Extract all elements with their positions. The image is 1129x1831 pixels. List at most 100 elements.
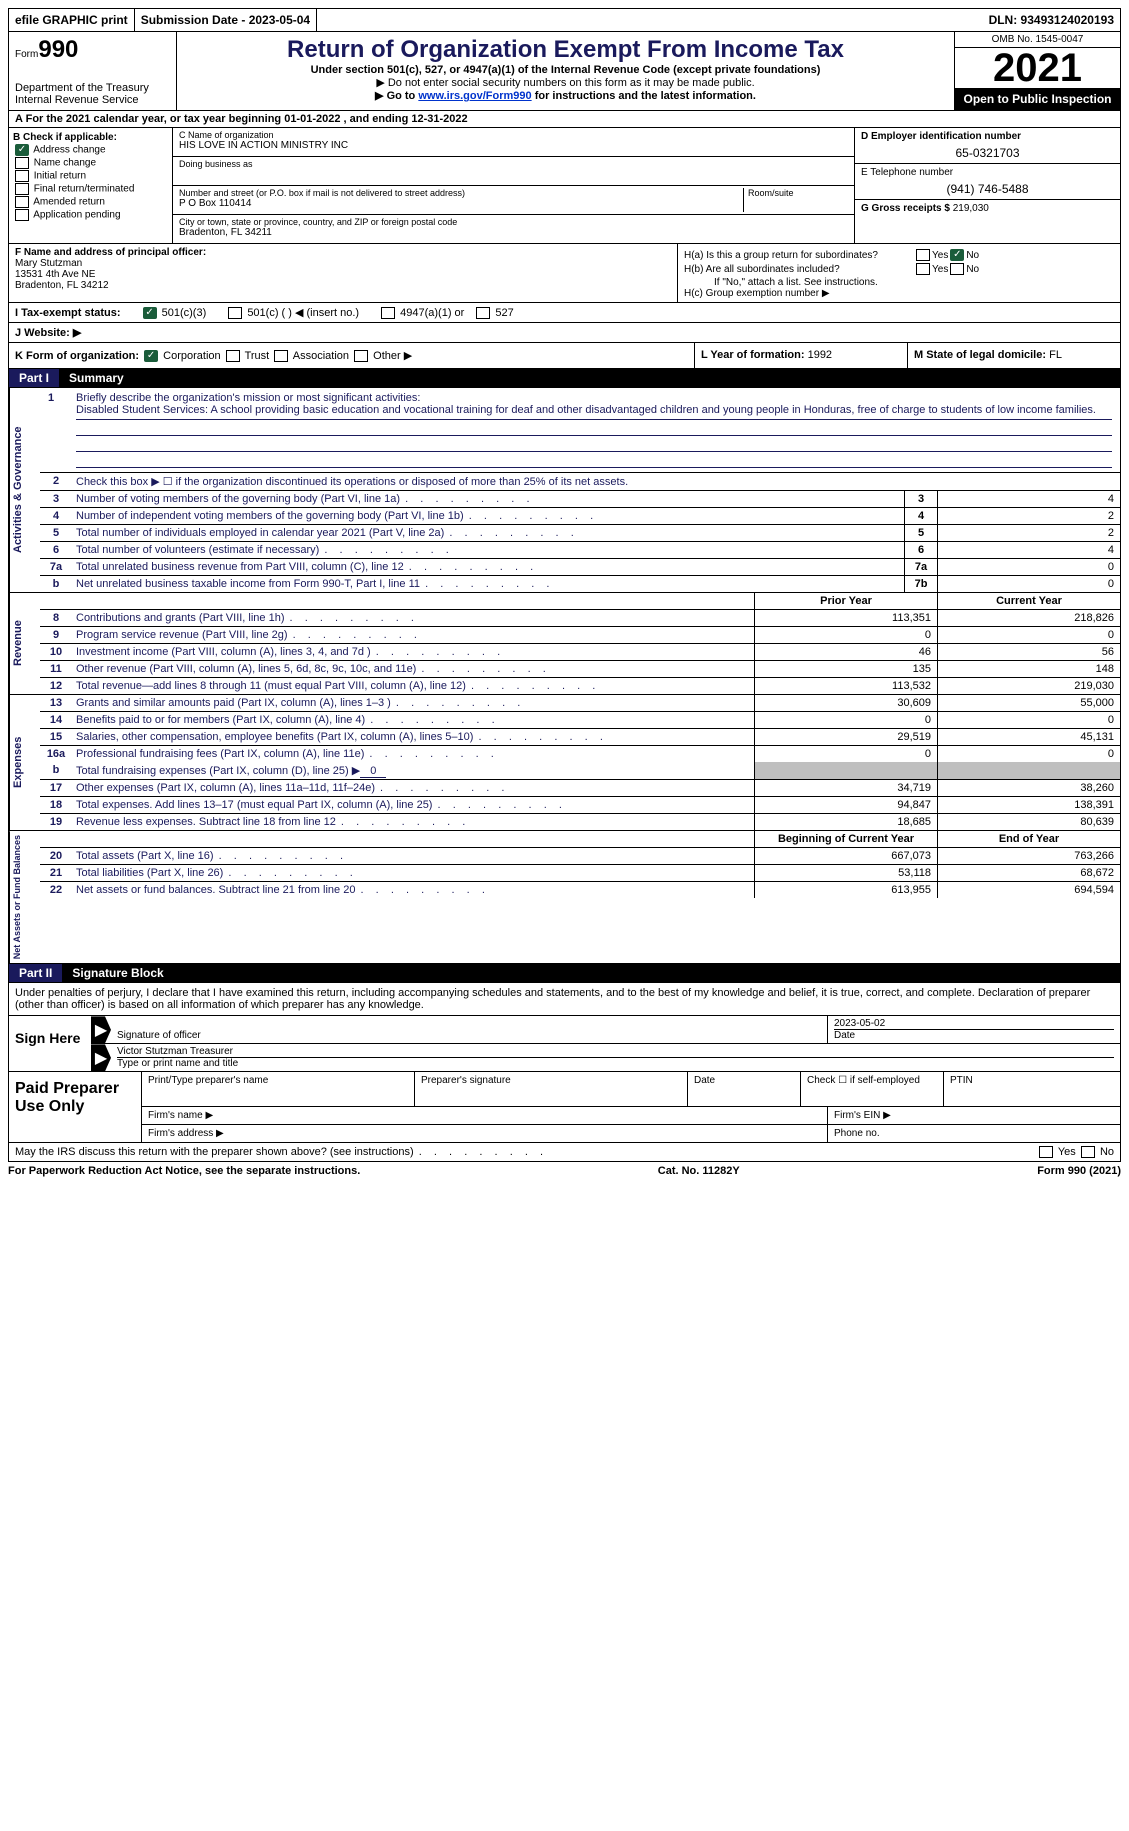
section-b-label: B Check if applicable: xyxy=(13,132,168,143)
line2-num: 2 xyxy=(40,473,72,490)
revenue-section: Revenue Prior Year Current Year 8Contrib… xyxy=(8,593,1121,695)
summary-row: 10Investment income (Part VIII, column (… xyxy=(40,644,1120,661)
irs-label: Internal Revenue Service xyxy=(15,94,170,106)
summary-row: 17Other expenses (Part IX, column (A), l… xyxy=(40,780,1120,797)
summary-row: 16aProfessional fundraising fees (Part I… xyxy=(40,746,1120,762)
section-h: H(a) Is this a group return for subordin… xyxy=(677,244,1120,302)
hb-yes[interactable] xyxy=(916,263,930,275)
firm-phone-label: Phone no. xyxy=(828,1125,1120,1142)
end-year-header: End of Year xyxy=(937,831,1120,847)
summary-row: 18Total expenses. Add lines 13–17 (must … xyxy=(40,797,1120,814)
officer-sig-label: Signature of officer xyxy=(111,1028,827,1043)
prep-name-label: Print/Type preparer's name xyxy=(142,1072,415,1106)
mission-blank3 xyxy=(76,452,1112,468)
cb-amended[interactable]: Amended return xyxy=(13,196,168,208)
cb-initial-return[interactable]: Initial return xyxy=(13,170,168,182)
expenses-section: Expenses 13Grants and similar amounts pa… xyxy=(8,695,1121,831)
gross-row: G Gross receipts $ 219,030 xyxy=(855,200,1120,243)
part1-num: Part I xyxy=(9,369,59,387)
cb-name-change[interactable]: Name change xyxy=(13,157,168,169)
part2-num: Part II xyxy=(9,964,62,982)
cb-assoc[interactable] xyxy=(274,350,288,362)
firm-name-label: Firm's name ▶ xyxy=(142,1107,828,1124)
website-label: J Website: ▶ xyxy=(15,326,81,339)
form-org-label: K Form of organization: xyxy=(15,350,139,362)
sig-name: Victor Stutzman Treasurer xyxy=(117,1046,1114,1058)
discuss-no[interactable] xyxy=(1081,1146,1095,1158)
cb-trust[interactable] xyxy=(226,350,240,362)
ha-no[interactable]: ✓ xyxy=(950,249,964,261)
activities-governance-section: Activities & Governance 1 Briefly descri… xyxy=(8,388,1121,593)
submission-date: Submission Date - 2023-05-04 xyxy=(135,9,317,31)
line-a: A For the 2021 calendar year, or tax yea… xyxy=(8,111,1121,128)
summary-row: 4Number of independent voting members of… xyxy=(40,508,1120,525)
section-l: L Year of formation: 1992 xyxy=(694,343,907,368)
hb-note: If "No," attach a list. See instructions… xyxy=(684,277,1114,288)
ha-label: H(a) Is this a group return for subordin… xyxy=(684,250,914,261)
hb-label: H(b) Are all subordinates included? xyxy=(684,264,914,275)
cb-501c[interactable] xyxy=(228,307,242,319)
form-word: Form xyxy=(15,49,38,60)
summary-row: 12Total revenue—add lines 8 through 11 (… xyxy=(40,678,1120,694)
officer-label: F Name and address of principal officer: xyxy=(15,247,206,258)
sign-here-label: Sign Here xyxy=(9,1016,91,1071)
room-label: Room/suite xyxy=(748,188,848,198)
goto-prefix: ▶ Go to xyxy=(375,90,418,102)
dept-treasury: Department of the Treasury xyxy=(15,82,170,94)
prep-date-label: Date xyxy=(688,1072,801,1106)
section-j: J Website: ▶ xyxy=(8,323,1121,343)
hc-label: H(c) Group exemption number ▶ xyxy=(684,288,1114,299)
paid-preparer-block: Paid Preparer Use Only Print/Type prepar… xyxy=(8,1072,1121,1143)
discuss-yes[interactable] xyxy=(1039,1146,1053,1158)
cb-app-pending[interactable]: Application pending xyxy=(13,209,168,221)
goto-line: ▶ Go to www.irs.gov/Form990 for instruct… xyxy=(185,89,946,102)
section-k: K Form of organization: ✓ Corporation Tr… xyxy=(9,343,694,368)
city-label: City or town, state or province, country… xyxy=(179,217,848,227)
line2-text: Check this box ▶ ☐ if the organization d… xyxy=(72,473,1120,490)
addr-label: Number and street (or P.O. box if mail i… xyxy=(179,188,743,198)
discuss-text: May the IRS discuss this return with the… xyxy=(15,1146,545,1158)
cb-address-change[interactable]: ✓ Address change xyxy=(13,144,168,156)
sign-here-block: Sign Here ▶ Signature of officer 2023-05… xyxy=(8,1016,1121,1072)
cb-501c3[interactable]: ✓ xyxy=(143,307,157,319)
officer-city: Bradenton, FL 34212 xyxy=(15,280,109,291)
goto-suffix: for instructions and the latest informat… xyxy=(532,90,756,102)
summary-row: 14Benefits paid to or for members (Part … xyxy=(40,712,1120,729)
cb-corp[interactable]: ✓ xyxy=(144,350,158,362)
arrow-icon: ▶ xyxy=(91,1044,111,1071)
cb-527[interactable] xyxy=(476,307,490,319)
org-name: HIS LOVE IN ACTION MINISTRY INC xyxy=(179,140,348,151)
year-formation-label: L Year of formation: xyxy=(701,349,805,361)
irs-link[interactable]: www.irs.gov/Form990 xyxy=(418,90,531,102)
mission-blank1 xyxy=(76,420,1112,436)
discuss-row: May the IRS discuss this return with the… xyxy=(8,1143,1121,1162)
sections-klm: K Form of organization: ✓ Corporation Tr… xyxy=(8,343,1121,369)
firm-ein-label: Firm's EIN ▶ xyxy=(828,1107,1120,1124)
cb-4947[interactable] xyxy=(381,307,395,319)
part1-title: Summary xyxy=(69,371,124,385)
section-m: M State of legal domicile: FL xyxy=(907,343,1120,368)
header-right: OMB No. 1545-0047 2021 Open to Public In… xyxy=(954,32,1120,110)
summary-row: 19Revenue less expenses. Subtract line 1… xyxy=(40,814,1120,830)
current-year-header: Current Year xyxy=(937,593,1120,609)
summary-row: 13Grants and similar amounts paid (Part … xyxy=(40,695,1120,712)
ein-row: D Employer identification number 65-0321… xyxy=(855,128,1120,164)
summary-row: bNet unrelated business taxable income f… xyxy=(40,576,1120,592)
tab-expenses: Expenses xyxy=(9,695,40,830)
paid-preparer-label: Paid Preparer Use Only xyxy=(9,1072,142,1142)
hb-no[interactable] xyxy=(950,263,964,275)
rev-header-row: Prior Year Current Year xyxy=(40,593,1120,610)
top-bar: efile GRAPHIC print Submission Date - 20… xyxy=(8,8,1121,32)
header-left: Form990 Department of the Treasury Inter… xyxy=(9,32,177,110)
cb-final-return[interactable]: Final return/terminated xyxy=(13,183,168,195)
phone-value: (941) 746-5488 xyxy=(861,178,1114,196)
sig-date-label: Date xyxy=(834,1030,855,1041)
efile-label: efile GRAPHIC print xyxy=(9,9,135,31)
ha-yes[interactable] xyxy=(916,249,930,261)
line16b-desc: Total fundraising expenses (Part IX, col… xyxy=(72,762,754,779)
gross-value: 219,030 xyxy=(953,203,989,214)
calendar-year-text: For the 2021 calendar year, or tax year … xyxy=(26,113,468,125)
ssn-warning: ▶ Do not enter social security numbers o… xyxy=(185,76,946,89)
cb-other[interactable] xyxy=(354,350,368,362)
sig-date: 2023-05-02 xyxy=(834,1018,1114,1030)
